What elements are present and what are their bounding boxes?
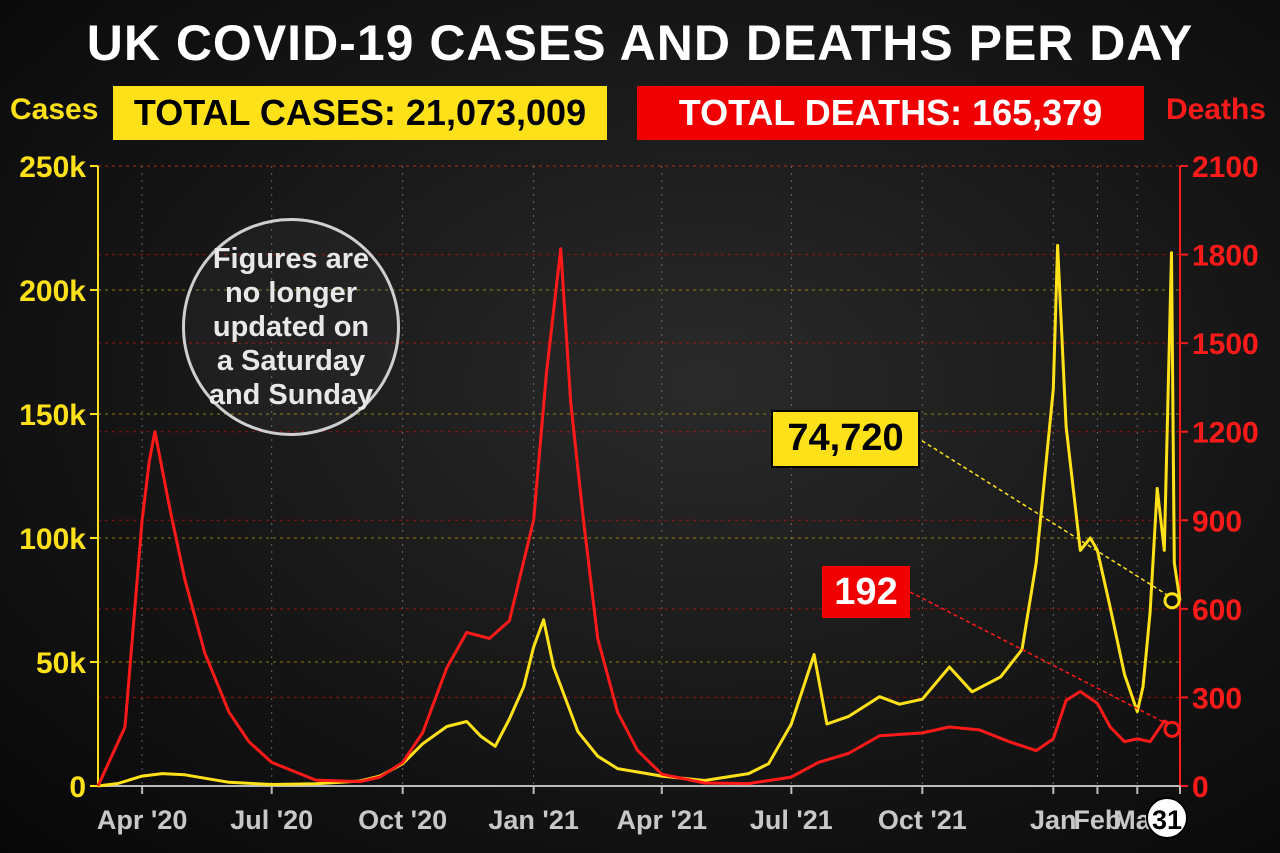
cases-callout: 74,720 [771,410,920,468]
y-left-tick-label-2: 100k [19,523,86,556]
y-right-tick-label-1: 300 [1192,682,1242,715]
y-right-tick-label-7: 2100 [1192,151,1259,184]
x-tick-label-10: 31 [1152,805,1182,835]
cases-axis-label: Cases [10,93,99,126]
chart-title: UK COVID-19 CASES AND DEATHS PER DAY [86,15,1194,71]
y-left-tick-label-5: 250k [19,151,86,184]
deaths-axis-label: Deaths [1165,93,1266,126]
x-tick-label-1: Jul '20 [230,805,313,835]
y-right-tick-label-4: 1200 [1192,417,1259,450]
note-text: Figures are no longer updated on a Satur… [208,243,374,411]
gridlines [98,165,1181,786]
note-circle: Figures are no longer updated on a Satur… [182,218,400,436]
x-tick-label-3: Jan '21 [488,805,578,835]
series-line-deaths [96,247,1181,787]
y-left-tick-label-3: 150k [19,399,86,432]
series-layer [96,243,1182,788]
annotation-marker-cases [1163,592,1181,610]
annotation-layer [909,436,1181,738]
x-tick-label-7: Jan [1030,805,1077,835]
y-right-tick-label-5: 1500 [1192,328,1259,361]
x-tick-label-6: Oct '21 [878,805,967,835]
y-left-tick-label-4: 200k [19,275,86,308]
deaths-callout: 192 [822,566,910,618]
x-tick-label-5: Jul '21 [750,805,833,835]
axes: 0 50k 100k 150k 200k 250k 0 300 600 900 1200 1500 18… [19,151,1259,839]
y-right-tick-label-0: 0 [1192,771,1209,804]
x-tick-label-0: Apr '20 [97,805,187,835]
y-right-tick-label-6: 1800 [1192,240,1259,273]
y-right-tick-label-2: 600 [1192,594,1242,627]
x-tick-label-2: Oct '20 [358,805,447,835]
annotation-leader-deaths [909,591,1171,726]
annotation-leader-cases [915,436,1171,598]
total-deaths-banner: TOTAL DEATHS: 165,379 [637,86,1144,140]
y-left-tick-label-0: 0 [69,771,86,804]
x-tick-label-4: Apr '21 [617,805,707,835]
x-tick-highlight-circle [1146,797,1188,839]
total-cases-banner: TOTAL CASES: 21,073,009 [113,86,607,140]
annotation-marker-deaths [1163,720,1181,738]
y-left-tick-label-1: 50k [36,647,86,680]
y-right-tick-label-3: 900 [1192,505,1242,538]
x-tick-label-8: Feb [1073,805,1121,835]
